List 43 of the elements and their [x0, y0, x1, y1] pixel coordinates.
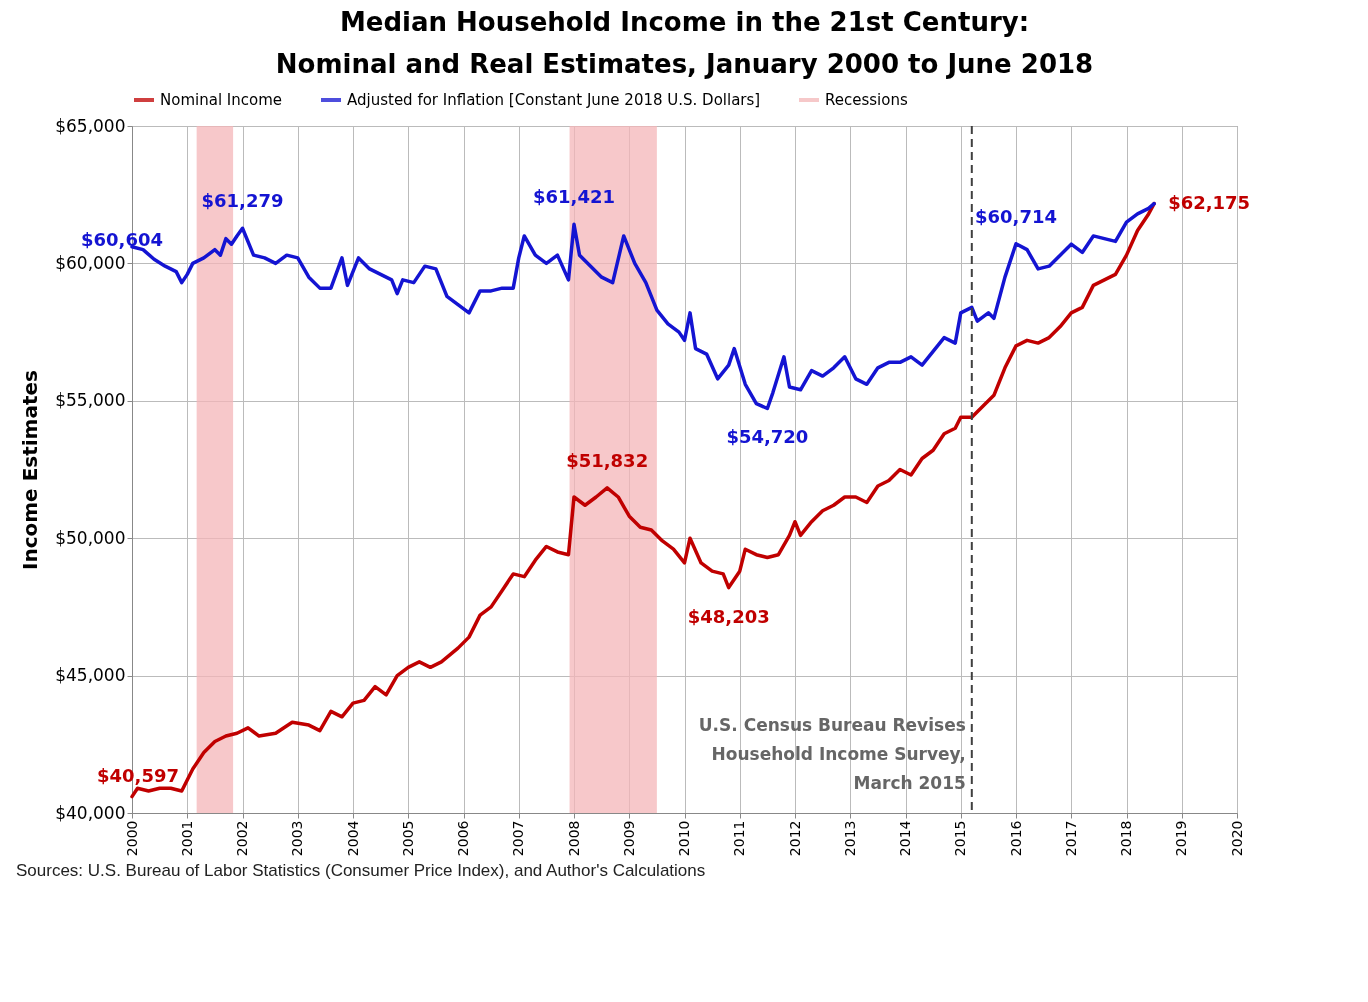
x-tick-label: 2020 — [1228, 820, 1245, 857]
annotation: $60,714 — [975, 205, 1057, 227]
annotation: $54,720 — [726, 426, 809, 448]
x-tick-label: 2018 — [1118, 820, 1134, 857]
legend-label: Nominal Income — [160, 91, 283, 109]
x-tick-label: 2001 — [178, 820, 195, 857]
annotation: $51,832 — [566, 449, 649, 471]
y-tick-label: $50,000 — [55, 527, 126, 548]
x-tick-label: 2019 — [1173, 820, 1190, 857]
annotation: $48,203 — [687, 605, 770, 627]
chart-title: Median Household Income in the 21st Century: Nominal and Real Estimates, January 2000 to June 2018 — [275, 7, 1094, 79]
annotation: $61,279 — [201, 190, 284, 212]
annotation: $40,597 — [97, 764, 179, 786]
y-tick-label: $65,000 — [55, 115, 126, 136]
x-tick-label: 2000 — [123, 820, 140, 857]
x-tick-label: 2006 — [455, 820, 471, 857]
annotation: $61,421 — [533, 186, 615, 208]
y-tick-label: $55,000 — [55, 390, 126, 411]
source-note: Sources: U.S. Bureau of Labor Statistics (Consumer Price Index), and Author's Calculations — [16, 861, 707, 881]
x-tick-label: 2008 — [565, 820, 582, 857]
x-tick-label: 2016 — [1007, 820, 1024, 857]
legend-label: Recessions — [825, 91, 908, 109]
legend-label: Adjusted for Inflation [Constant June 2018 U.S. Dollars] — [347, 91, 761, 109]
x-tick-label: 2013 — [841, 820, 858, 857]
y-tick-label: $45,000 — [55, 665, 126, 686]
x-tick-label: 2012 — [786, 820, 803, 857]
x-tick-label: 2002 — [234, 820, 250, 857]
x-tick-label: 2015 — [952, 820, 969, 857]
ref-line-label: U.S. Census Bureau Revises Household Income Survey, March 2015 — [698, 715, 966, 793]
y-tick-label: $60,000 — [55, 252, 126, 273]
y-tick-label: $40,000 — [55, 802, 126, 823]
x-tick-label: 2005 — [399, 820, 416, 857]
x-tick-label: 2011 — [731, 820, 748, 857]
y-axis-title: Income Estimates — [18, 370, 43, 570]
annotation: $62,175 — [1168, 191, 1251, 213]
annotation: $60,604 — [81, 228, 163, 250]
x-tick-label: 2017 — [1062, 820, 1079, 857]
x-tick-label: 2009 — [620, 820, 637, 857]
x-tick-label: 2004 — [344, 820, 361, 857]
x-tick-label: 2003 — [289, 820, 306, 857]
x-tick-label: 2007 — [510, 820, 527, 857]
x-tick-label: 2010 — [676, 820, 692, 857]
x-tick-label: 2014 — [897, 820, 913, 857]
